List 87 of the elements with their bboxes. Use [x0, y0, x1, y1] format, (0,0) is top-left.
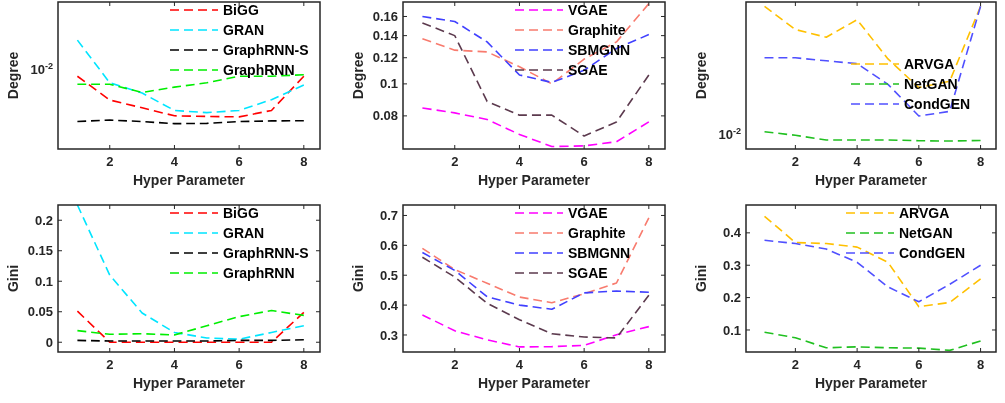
- y-tick-label: 0.6: [379, 237, 398, 253]
- legend-label: SGAE: [568, 61, 608, 78]
- y-tick-label: 0.3: [379, 327, 398, 343]
- x-tick-label: 6: [915, 357, 923, 372]
- legend-label: BiGG: [223, 1, 259, 18]
- legend-label: GRAN: [223, 21, 265, 38]
- y-tick-label: 0.1: [34, 273, 53, 289]
- legend-label: BiGG: [223, 204, 259, 221]
- x-tick-label: 6: [580, 357, 588, 372]
- x-tick-label: 6: [235, 357, 243, 372]
- y-tick-label: 0.12: [372, 50, 398, 66]
- text: 10$^{-2}$: [718, 125, 741, 142]
- line-series: [76, 309, 305, 336]
- line-series: [763, 331, 982, 352]
- line-series: [421, 256, 650, 339]
- legend-label: Graphite: [568, 224, 626, 241]
- line-series: [421, 22, 650, 137]
- x-axis-title: Hyper Parameter: [132, 375, 246, 391]
- line-series: [421, 314, 650, 348]
- y-axis-title: Gini: [5, 264, 21, 293]
- x-tick-label: 8: [645, 154, 653, 169]
- line-series: [421, 107, 650, 148]
- y-tick-label: 0.14: [372, 28, 399, 44]
- y-tick-label: 0.7: [379, 208, 398, 224]
- x-tick-label: 4: [515, 357, 524, 372]
- y-tick-label: 0.08: [372, 108, 398, 124]
- line-series: [421, 15, 650, 84]
- y-axis-title: Gini: [693, 264, 709, 293]
- y-tick-label: 0.2: [34, 212, 53, 228]
- legend-label: GraphRNN: [223, 264, 295, 281]
- x-tick-label: 2: [791, 357, 799, 372]
- y-tick-label: 0.2: [722, 290, 741, 306]
- y-tick-label: 0.5: [379, 267, 398, 283]
- legend-label: VGAE: [568, 1, 608, 18]
- x-tick-label: 6: [235, 154, 243, 169]
- x-axis-title: Hyper Parameter: [477, 172, 591, 188]
- x-tick-label: 2: [451, 357, 459, 372]
- y-tick-label: 0.1: [379, 76, 398, 92]
- x-tick-label: 4: [853, 357, 862, 372]
- x-tick-label: 8: [645, 357, 653, 372]
- y-tick-label: 0: [45, 334, 53, 350]
- y-tick-label: 0.05: [27, 304, 53, 320]
- y-tick-label: 0.3: [722, 257, 741, 273]
- legend-label: ARVGA: [899, 204, 950, 221]
- y-axis-title: Degree: [693, 51, 709, 100]
- x-axis-title: Hyper Parameter: [477, 375, 591, 391]
- text: 10$^{-2}$: [30, 61, 53, 78]
- line-series: [763, 239, 982, 303]
- legend-label: CondGEN: [899, 244, 966, 261]
- legend-label: ARVGA: [904, 55, 955, 72]
- y-axis-title: Degree: [350, 51, 366, 100]
- legend-label: SGAE: [568, 264, 608, 281]
- x-axis-title: Hyper Parameter: [814, 172, 928, 188]
- x-tick-label: 8: [976, 357, 985, 372]
- legend-label: GraphRNN-S: [223, 41, 309, 58]
- y-tick-label: 0.15: [27, 243, 53, 259]
- legend-label: VGAE: [568, 204, 608, 221]
- x-tick-label: 2: [791, 154, 799, 169]
- x-tick-label: 4: [515, 154, 524, 169]
- line-series: [421, 2, 650, 85]
- x-tick-label: 8: [976, 154, 985, 169]
- legend-label: SBMGNN: [568, 244, 631, 261]
- legend-label: Graphite: [568, 21, 626, 38]
- y-tick-label: 0.4: [722, 225, 742, 241]
- y-tick-label: 0.4: [379, 297, 399, 313]
- x-tick-label: 8: [300, 154, 308, 169]
- legend-label: NetGAN: [899, 224, 953, 241]
- legend-label: GRAN: [223, 224, 265, 241]
- line-series: [421, 217, 650, 304]
- x-tick-label: 4: [853, 154, 862, 169]
- legend-label: GraphRNN-S: [223, 244, 309, 261]
- x-tick-label: 4: [170, 357, 179, 372]
- legend-label: SBMGNN: [568, 41, 631, 58]
- x-tick-label: 6: [580, 154, 588, 169]
- x-tick-label: 2: [106, 154, 114, 169]
- y-tick-label: 0.1: [722, 322, 741, 338]
- x-tick-label: 2: [106, 357, 114, 372]
- y-axis-title: Gini: [350, 264, 366, 293]
- x-tick-label: 6: [915, 154, 923, 169]
- y-axis-title: Degree: [5, 51, 21, 100]
- x-tick-label: 4: [170, 154, 179, 169]
- y-tick-label: 0.16: [372, 9, 398, 25]
- x-axis-title: Hyper Parameter: [132, 172, 246, 188]
- x-tick-label: 8: [300, 357, 308, 372]
- x-tick-label: 2: [451, 154, 459, 169]
- x-axis-title: Hyper Parameter: [814, 375, 928, 391]
- legend-label: GraphRNN: [223, 61, 295, 78]
